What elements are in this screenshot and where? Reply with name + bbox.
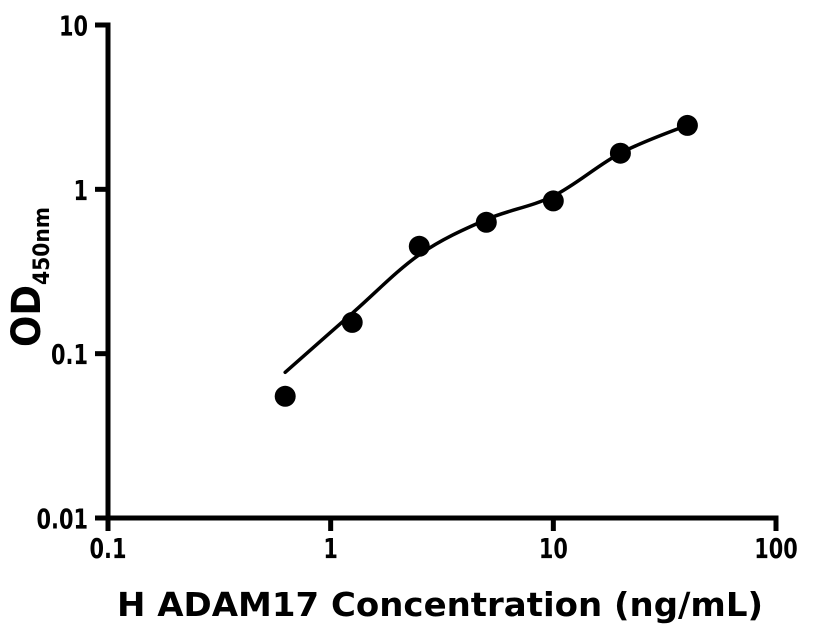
y-axis-title-main: OD [4, 285, 50, 347]
data-point [274, 385, 296, 407]
plot-area [274, 114, 698, 407]
data-point [408, 235, 430, 257]
x-axis-title: H ADAM17 Concentration (ng/mL) [117, 585, 763, 624]
y-tick-label: 0.1 [51, 338, 88, 371]
data-point [341, 311, 363, 333]
y-axis-title-sub: 450nm [30, 207, 55, 285]
y-tick-label: 10 [59, 10, 88, 43]
data-point [676, 114, 698, 136]
x-tick-label: 0.1 [90, 532, 127, 565]
y-axis-title: OD450nm [4, 207, 55, 347]
y-tick-label: 0.01 [37, 503, 89, 536]
data-point [475, 211, 497, 233]
x-tick-label: 1 [323, 532, 338, 565]
x-tick-label: 10 [539, 532, 568, 565]
x-tick-label: 100 [754, 532, 798, 565]
data-point [609, 142, 631, 164]
y-tick-label: 1 [74, 174, 89, 207]
data-point [542, 190, 564, 212]
